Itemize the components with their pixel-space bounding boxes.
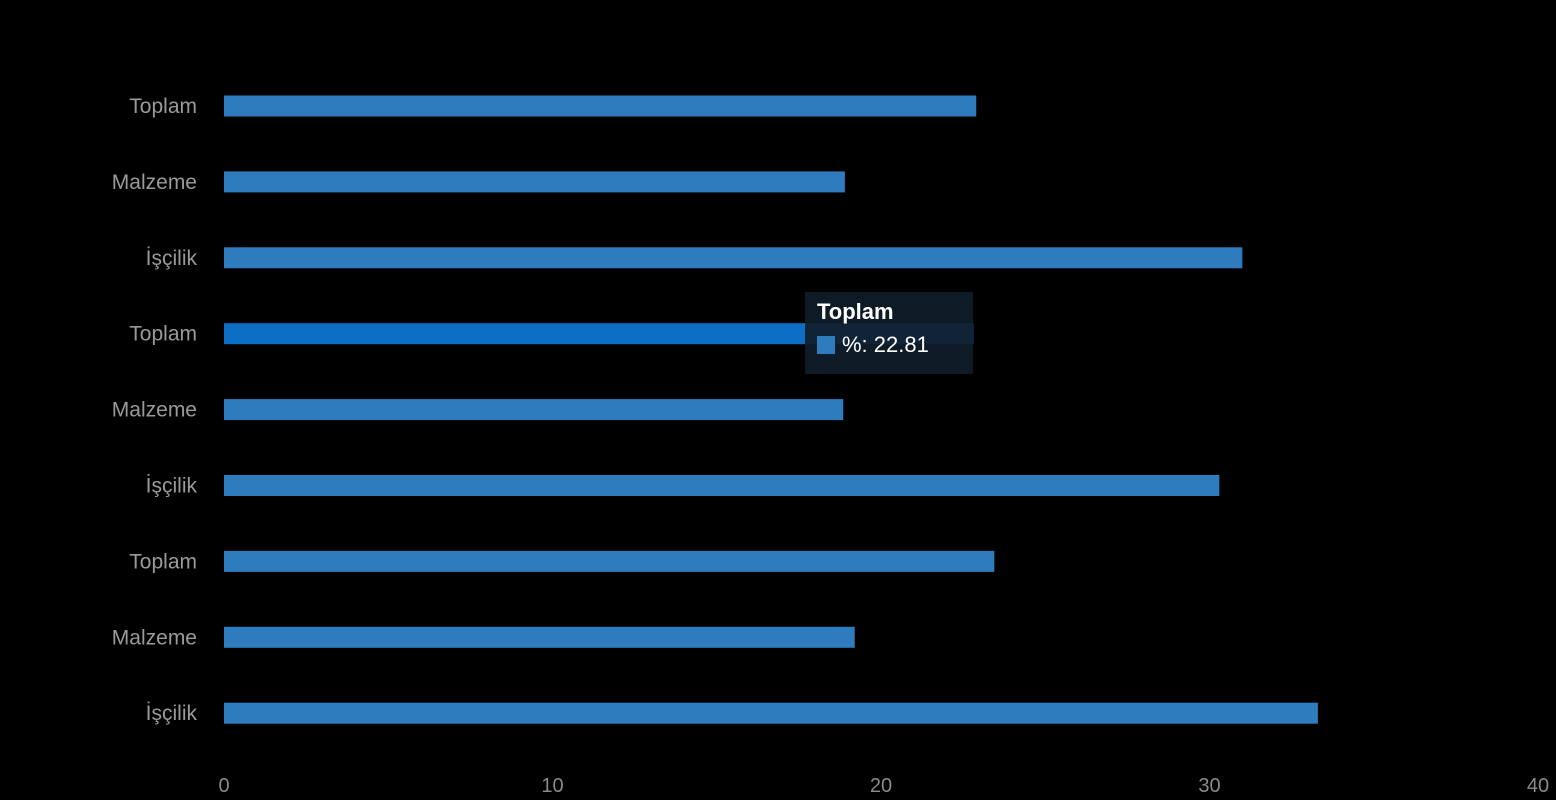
tooltip-swatch <box>817 336 835 354</box>
x-tick-label: 40 <box>1527 775 1549 797</box>
bar[interactable] <box>224 247 1243 269</box>
category-label: İşçilik <box>146 702 198 725</box>
x-tick-label: 20 <box>870 775 892 797</box>
category-label: Toplam <box>129 95 197 118</box>
bar[interactable] <box>224 475 1220 496</box>
tooltip-row: %: 22.81 <box>817 332 961 358</box>
bar[interactable] <box>224 95 977 117</box>
category-label: Malzeme <box>112 626 197 649</box>
category-label: İşçilik <box>146 475 198 498</box>
category-label: İşçilik <box>146 247 198 270</box>
bar[interactable] <box>224 550 995 572</box>
tooltip-value: %: 22.81 <box>842 332 929 357</box>
chart-tooltip: Toplam %: 22.81 <box>805 292 973 374</box>
bar[interactable] <box>224 399 844 421</box>
x-tick-label: 0 <box>218 775 229 797</box>
category-label: Malzeme <box>112 171 197 194</box>
x-tick-label: 30 <box>1198 775 1220 797</box>
category-label: Malzeme <box>112 399 197 422</box>
x-tick-label: 10 <box>541 775 563 797</box>
bar[interactable] <box>224 171 845 193</box>
tooltip-title: Toplam <box>817 299 894 324</box>
bar[interactable] <box>224 702 1318 724</box>
bar[interactable] <box>224 323 974 345</box>
category-label: Toplam <box>129 550 197 573</box>
category-label: Toplam <box>129 323 197 346</box>
bar[interactable] <box>224 626 855 648</box>
